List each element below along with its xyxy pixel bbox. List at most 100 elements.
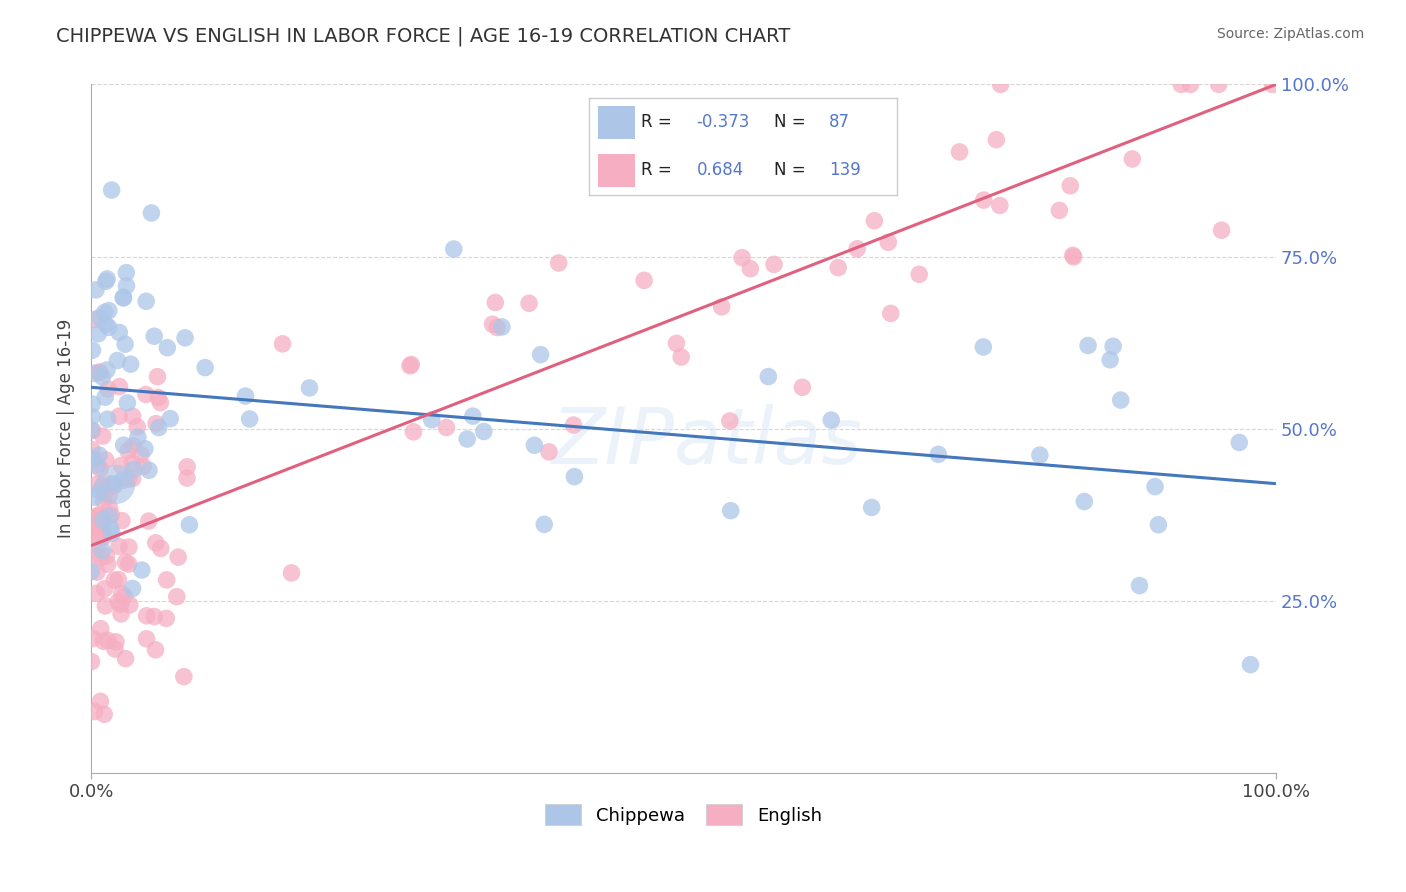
Point — [138, 514, 160, 528]
Point — [89, 461, 111, 475]
Point — [89, 484, 111, 499]
Point — [159, 411, 181, 425]
Point — [420, 413, 443, 427]
Point — [80, 423, 103, 437]
Point — [1147, 517, 1170, 532]
Point — [98, 477, 121, 491]
Point — [110, 458, 132, 473]
Point — [792, 380, 814, 394]
Point — [669, 350, 692, 364]
Point — [135, 387, 157, 401]
Point — [115, 278, 138, 293]
Point — [868, 140, 890, 154]
Point — [84, 586, 107, 600]
Point — [517, 296, 540, 310]
Point — [523, 438, 546, 452]
Point — [564, 469, 586, 483]
Point — [89, 366, 111, 380]
Point — [89, 310, 111, 325]
Point — [877, 235, 900, 250]
Point — [80, 442, 103, 457]
Point — [82, 452, 104, 467]
Point — [863, 213, 886, 227]
Point — [537, 445, 560, 459]
Point — [93, 305, 115, 319]
Point — [271, 336, 294, 351]
Point — [1128, 578, 1150, 592]
Point — [973, 193, 995, 207]
Point — [456, 432, 478, 446]
Point — [90, 550, 112, 565]
Point — [135, 632, 157, 646]
Point — [173, 670, 195, 684]
Point — [1029, 448, 1052, 462]
Point — [83, 453, 105, 467]
Point — [108, 540, 131, 554]
Point — [91, 513, 114, 527]
Point — [89, 694, 111, 708]
Point — [740, 261, 762, 276]
Point — [529, 348, 551, 362]
Point — [239, 412, 262, 426]
Point — [134, 442, 156, 456]
Point — [1211, 223, 1233, 237]
Point — [1261, 78, 1284, 92]
Point — [93, 707, 115, 722]
Point — [820, 171, 842, 186]
Point — [176, 471, 198, 485]
Point — [1208, 78, 1230, 92]
Point — [94, 274, 117, 288]
Point — [96, 272, 118, 286]
Point — [131, 563, 153, 577]
Point — [91, 530, 114, 544]
Point — [118, 557, 141, 571]
Point — [86, 508, 108, 523]
Point — [166, 590, 188, 604]
Point — [89, 365, 111, 379]
Point — [112, 291, 135, 305]
Point — [93, 486, 115, 500]
Point — [148, 391, 170, 405]
Point — [115, 266, 138, 280]
Point — [94, 453, 117, 467]
Point — [82, 409, 104, 424]
Point — [401, 358, 423, 372]
Point — [1170, 78, 1192, 92]
Point — [112, 590, 135, 604]
Point — [87, 508, 110, 523]
Point — [145, 417, 167, 431]
Point — [110, 597, 132, 611]
Text: Source: ZipAtlas.com: Source: ZipAtlas.com — [1216, 27, 1364, 41]
Point — [141, 206, 163, 220]
Point — [1227, 435, 1250, 450]
Point — [87, 476, 110, 491]
Point — [112, 438, 135, 452]
Point — [98, 501, 121, 516]
Point — [1121, 152, 1143, 166]
Point — [91, 634, 114, 648]
Point — [121, 456, 143, 470]
Point — [472, 425, 495, 439]
Point — [100, 183, 122, 197]
Point — [82, 632, 104, 646]
Point — [108, 409, 131, 424]
Point — [82, 343, 104, 358]
Point — [148, 420, 170, 434]
Point — [179, 517, 201, 532]
Point — [143, 609, 166, 624]
Point — [82, 397, 104, 411]
Point — [927, 447, 949, 461]
Point — [149, 395, 172, 409]
Y-axis label: In Labor Force | Age 16-19: In Labor Force | Age 16-19 — [58, 319, 75, 538]
Point — [533, 517, 555, 532]
Point — [86, 520, 108, 534]
Point — [972, 340, 994, 354]
Point — [117, 472, 139, 486]
Point — [120, 357, 142, 371]
Point — [461, 409, 484, 424]
Point — [83, 548, 105, 562]
Point — [731, 251, 754, 265]
Point — [110, 586, 132, 600]
Point — [104, 476, 127, 491]
Point — [138, 463, 160, 477]
